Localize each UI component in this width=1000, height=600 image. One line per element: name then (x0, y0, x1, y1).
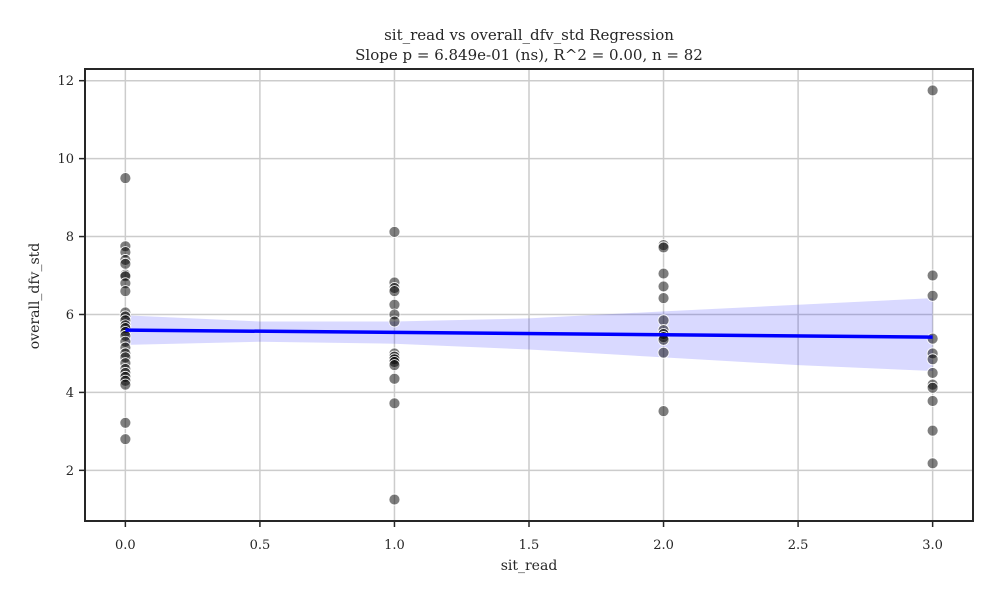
data-point-41 (388, 397, 401, 410)
x-axis-label: sit_read (501, 558, 558, 574)
y-tick-label-1: 4 (66, 386, 74, 401)
x-tick-label-1: 0.5 (250, 538, 271, 553)
data-point-55 (926, 84, 939, 97)
regression-line-layer (125, 328, 933, 339)
data-point-0 (119, 172, 132, 185)
data-point-4 (119, 257, 132, 270)
y-tick-label-0: 2 (66, 464, 74, 479)
scatter-points (119, 84, 939, 506)
data-point-57 (926, 289, 939, 302)
x-tick-label-3: 1.5 (519, 538, 540, 553)
chart-subtitle: Slope p = 6.849e-01 (ns), R^2 = 0.00, n … (355, 46, 703, 64)
data-point-25 (119, 378, 132, 391)
y-tick-label-2: 6 (66, 308, 74, 323)
x-axis-ticks: 0.0 0.5 1.0 1.5 2.0 2.5 3.0 (115, 521, 943, 553)
regression-line (125, 328, 933, 339)
y-axis-label: overall_dfv_std (27, 243, 43, 349)
y-tick-label-3: 8 (66, 230, 74, 245)
data-point-46 (657, 280, 670, 293)
data-point-54 (657, 405, 670, 418)
data-point-65 (926, 424, 939, 437)
x-tick-label-5: 2.5 (788, 538, 809, 553)
x-tick-label-2: 1.0 (384, 538, 405, 553)
x-tick-label-6: 3.0 (922, 538, 943, 553)
data-point-47 (657, 292, 670, 305)
data-point-53 (657, 346, 670, 359)
x-tick-label-4: 2.0 (653, 538, 674, 553)
chart-title: sit_read vs overall_dfv_std Regression (384, 26, 674, 44)
data-point-61 (926, 367, 939, 379)
data-point-34 (388, 315, 401, 328)
y-axis-ticks: 2 4 6 8 10 12 (57, 74, 85, 479)
data-point-56 (926, 269, 939, 282)
data-point-60 (926, 353, 939, 366)
data-point-26 (119, 416, 132, 429)
data-point-64 (926, 395, 939, 407)
data-point-66 (926, 457, 939, 470)
data-point-27 (119, 433, 132, 446)
data-point-28 (388, 225, 401, 238)
data-point-44 (657, 241, 670, 254)
data-point-31 (388, 285, 401, 298)
data-point-45 (657, 267, 670, 280)
y-tick-label-4: 10 (57, 152, 74, 167)
data-point-39 (388, 359, 401, 372)
y-tick-label-5: 12 (57, 74, 74, 89)
data-point-8 (119, 285, 132, 298)
x-tick-label-0: 0.0 (115, 538, 136, 553)
data-point-63 (926, 381, 939, 394)
data-point-40 (388, 372, 401, 385)
grid (85, 69, 973, 521)
data-point-42 (388, 493, 401, 506)
